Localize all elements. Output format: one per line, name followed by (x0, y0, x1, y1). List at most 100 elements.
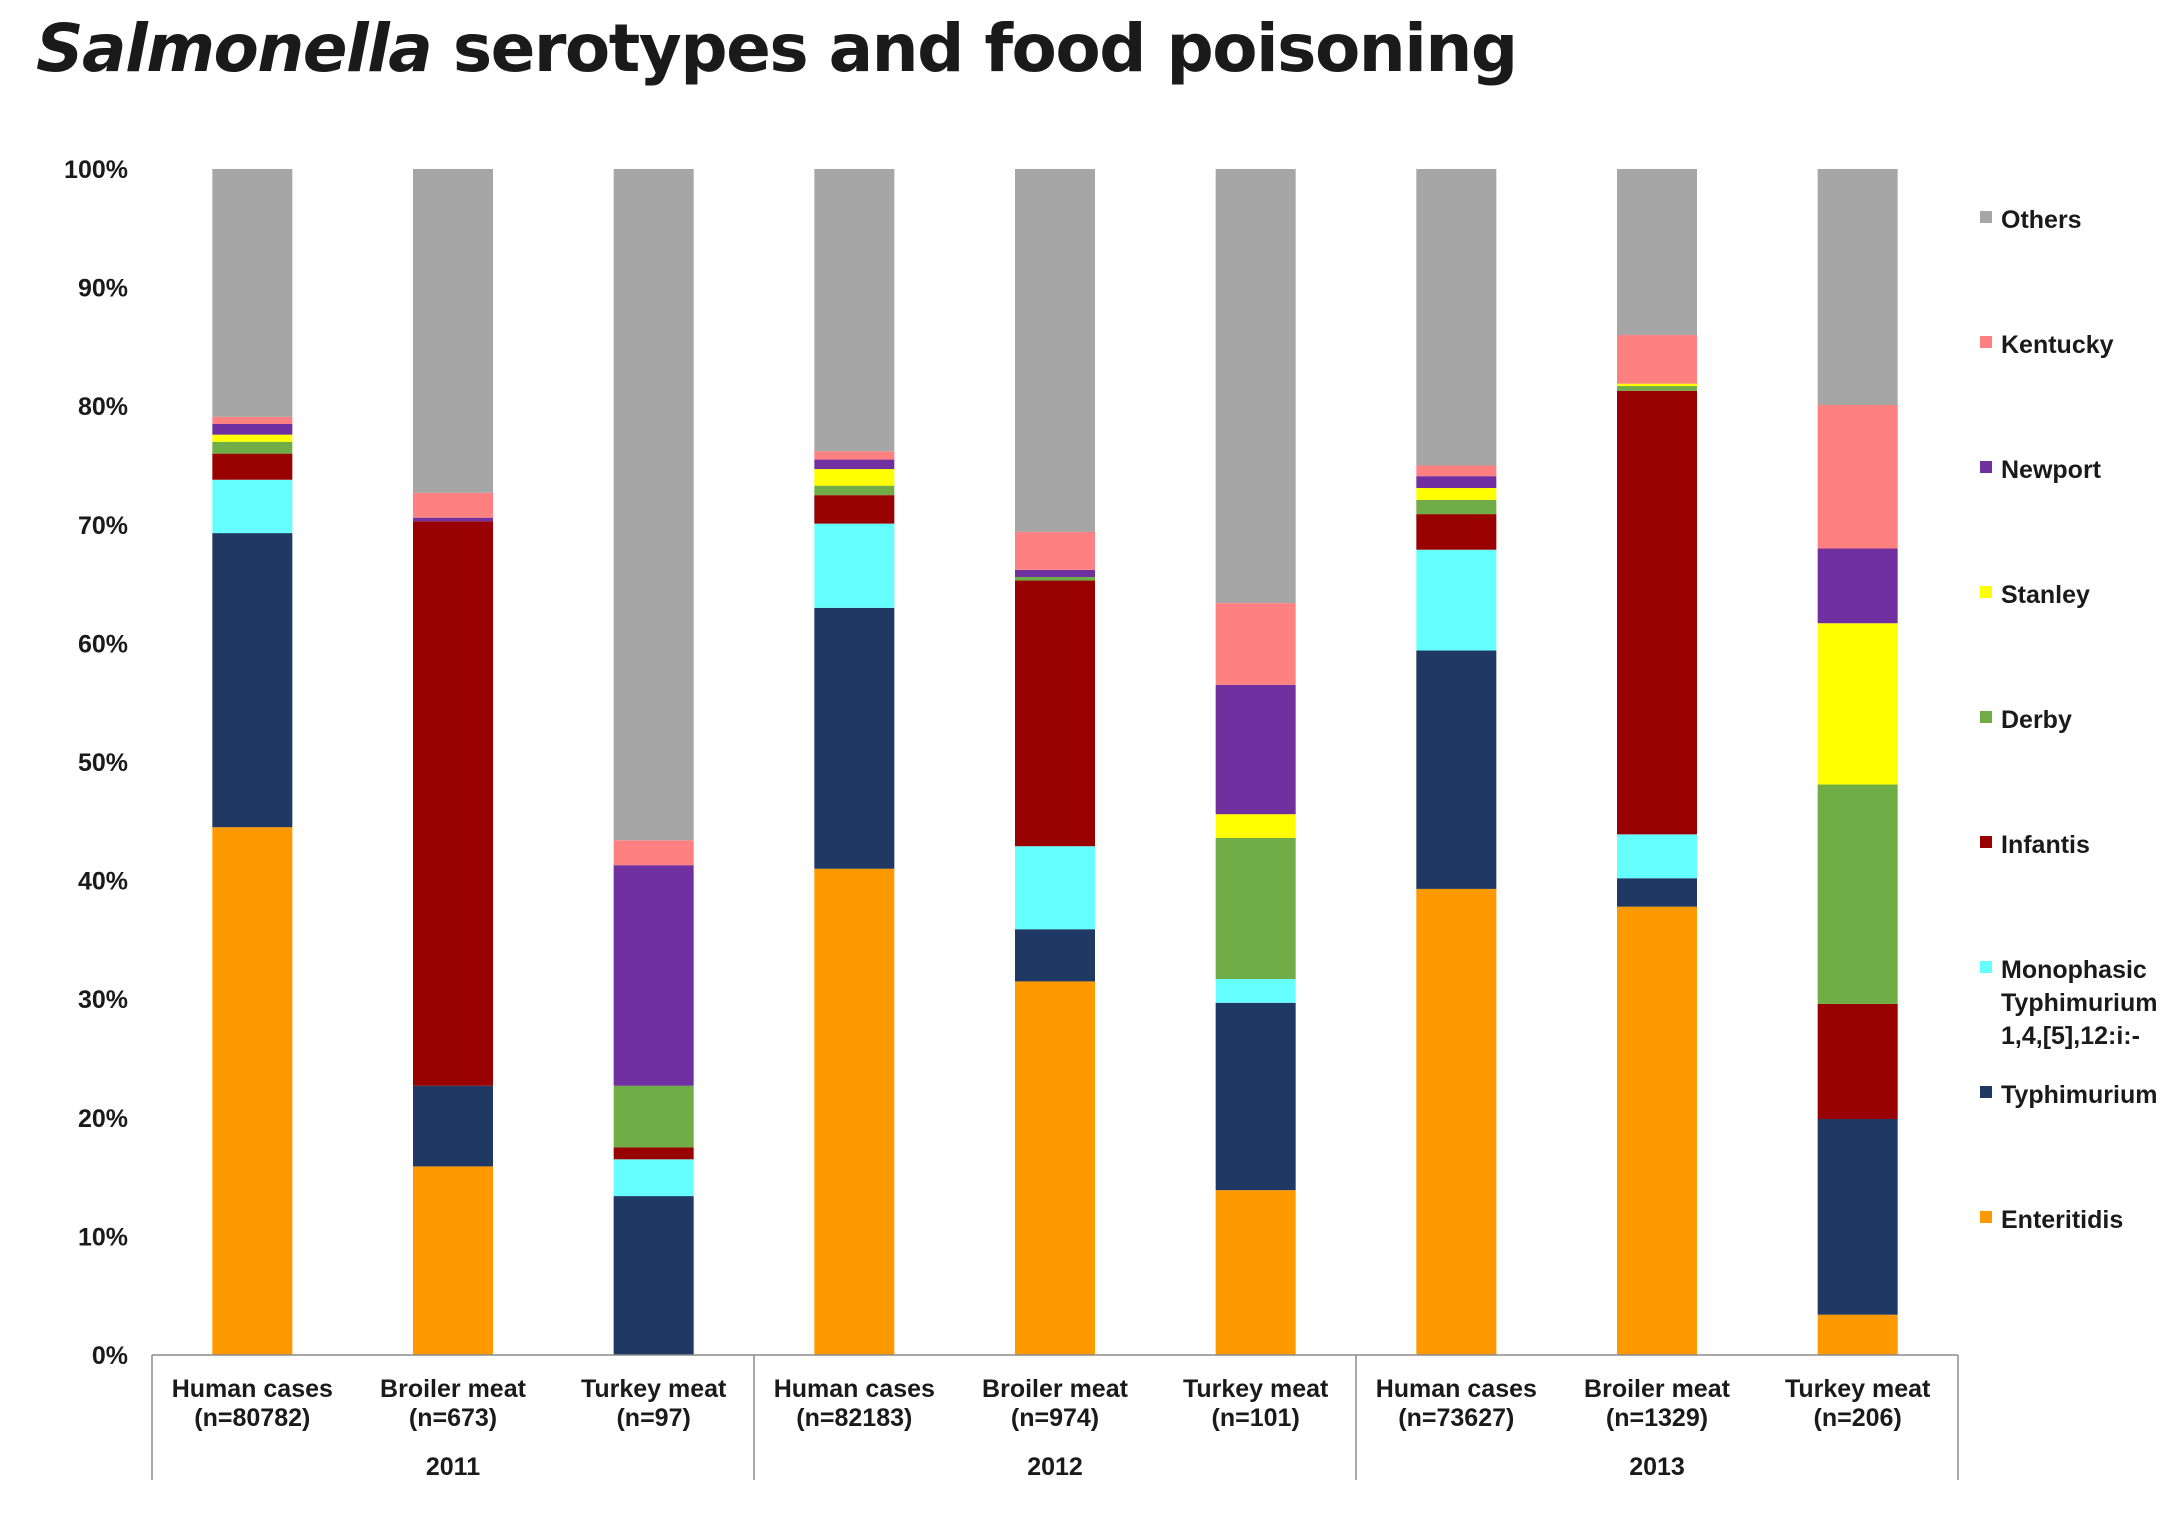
x-category-label: Human cases (172, 1375, 333, 1403)
chart-title-rest: serotypes and food poisoning (431, 10, 1518, 87)
x-category-count: (n=97) (616, 1404, 690, 1432)
x-category-count: (n=673) (409, 1404, 497, 1432)
bar-segment-derby (1617, 386, 1697, 391)
bar-segment-kentucky (1617, 335, 1697, 384)
legend-item-monophasic: Monophasic Typhimurium 1,4,[5],12:i:- (1980, 956, 2157, 1050)
bar-segment-enteritidis (413, 1166, 493, 1355)
bar-segment-enteritidis (814, 868, 895, 1355)
bar-stack (413, 169, 493, 1355)
bar-stack (613, 169, 694, 1355)
bar-stack (814, 169, 895, 1355)
bar-segment-infantis (613, 1147, 694, 1160)
bar-segment-infantis (1015, 580, 1095, 847)
bar-segment-enteritidis (1416, 888, 1497, 1355)
x-group-label: 2011 (426, 1453, 480, 1481)
y-tick-label: 70% (78, 512, 128, 540)
bar-segment-others (212, 169, 293, 417)
x-category-label: Broiler meat (380, 1375, 527, 1403)
bar-segment-stanley (1817, 623, 1898, 785)
bar-segment-enteritidis (1817, 1314, 1898, 1355)
x-category-label: Turkey meat (1183, 1375, 1329, 1403)
x-category-count: (n=82183) (796, 1404, 912, 1432)
legend-label: Enteritidis (2001, 1206, 2123, 1234)
y-tick-label: 20% (78, 1105, 128, 1133)
bar-segment-typhimurium (413, 1085, 493, 1167)
legend-label: Kentucky (2001, 331, 2114, 359)
bar-segment-infantis (1416, 514, 1497, 550)
bar-segment-derby (1015, 576, 1095, 581)
legend-label: Typhimurium (2001, 1081, 2157, 1109)
bar-segment-enteritidis (212, 827, 293, 1355)
bar-segment-kentucky (613, 840, 694, 866)
legend-item-newport: Newport (1980, 456, 2102, 484)
legend-item-derby: Derby (1980, 706, 2072, 734)
bar-segment-derby (613, 1085, 694, 1148)
legend-swatch (1980, 836, 1992, 848)
legend-swatch (1980, 211, 1992, 223)
legend-item-enteritidis: Enteritidis (1980, 1206, 2123, 1234)
bar-segment-typhimurium (212, 533, 293, 828)
y-axis: 0% 10% 20% 30% 40% 50% 60% 70% 80% 90% 100% (64, 156, 128, 1370)
x-category-count: (n=101) (1212, 1404, 1300, 1432)
bar-segment-newport (1817, 548, 1898, 624)
y-tick-label: 60% (78, 630, 128, 658)
x-category-count: (n=80782) (194, 1404, 310, 1432)
bar-segment-newport (1416, 476, 1497, 489)
bar-segment-others (1215, 169, 1296, 604)
bar-segment-kentucky (1416, 465, 1497, 477)
bar-segment-others (1015, 169, 1095, 532)
legend-item-others: Others (1980, 206, 2082, 234)
legend: Others Kentucky Newport Stanley Derby Infanti… (1980, 206, 2157, 1234)
bar-segment-kentucky (1015, 531, 1095, 570)
bar-stack (1215, 169, 1296, 1355)
legend-swatch (1980, 711, 1992, 723)
bar-segment-monophasic (1617, 834, 1697, 879)
x-category-label: Broiler meat (982, 1375, 1129, 1403)
y-tick-label: 50% (78, 749, 128, 777)
y-tick-label: 10% (78, 1223, 128, 1251)
x-category-label: Human cases (774, 1375, 935, 1403)
bar-segment-monophasic (814, 523, 895, 608)
legend-label: Stanley (2001, 581, 2090, 609)
bar-segment-others (613, 169, 694, 841)
x-group-label: 2013 (1629, 1453, 1685, 1481)
bar-segment-newport (413, 517, 493, 522)
bar-segment-typhimurium (1416, 650, 1497, 889)
bar-segment-typhimurium (1015, 929, 1095, 982)
legend-label: Infantis (2001, 831, 2090, 859)
x-category-label: Turkey meat (1785, 1375, 1931, 1403)
legend-label: Derby (2001, 706, 2072, 734)
x-category-label: Turkey meat (581, 1375, 727, 1403)
legend-swatch (1980, 461, 1992, 473)
x-axis: Human cases(n=80782)Broiler meat(n=673)T… (151, 1354, 1959, 1481)
bar-segment-enteritidis (1215, 1190, 1296, 1355)
bar-segment-derby (1817, 784, 1898, 1004)
bar-segment-others (814, 169, 895, 452)
legend-item-infantis: Infantis (1980, 831, 2090, 859)
legend-label: Newport (2001, 456, 2102, 484)
bar-segment-infantis (413, 521, 493, 1086)
x-category-label: Broiler meat (1584, 1375, 1731, 1403)
legend-swatch (1980, 336, 1992, 348)
bar-segment-stanley (814, 469, 895, 486)
bar-segment-kentucky (1215, 603, 1296, 685)
bar-segment-others (1617, 169, 1697, 336)
bar-segment-enteritidis (1617, 906, 1697, 1355)
bar-segment-derby (1215, 837, 1296, 980)
bar-segment-newport (1015, 569, 1095, 577)
bar-segment-monophasic (1015, 846, 1095, 930)
bar-stack (212, 169, 293, 1355)
legend-item-typhimurium: Typhimurium (1980, 1081, 2157, 1109)
y-tick-label: 80% (78, 393, 128, 421)
legend-swatch (1980, 1211, 1992, 1223)
y-tick-label: 40% (78, 868, 128, 896)
legend-swatch (1980, 961, 1992, 973)
bar-segment-derby (1416, 499, 1497, 515)
bar-segment-stanley (1617, 383, 1697, 387)
x-category-count: (n=1329) (1606, 1404, 1708, 1432)
legend-item-stanley: Stanley (1980, 581, 2090, 609)
bar-segment-typhimurium (814, 607, 895, 869)
bar-segment-stanley (1215, 814, 1296, 838)
bar-segment-typhimurium (1617, 878, 1697, 907)
